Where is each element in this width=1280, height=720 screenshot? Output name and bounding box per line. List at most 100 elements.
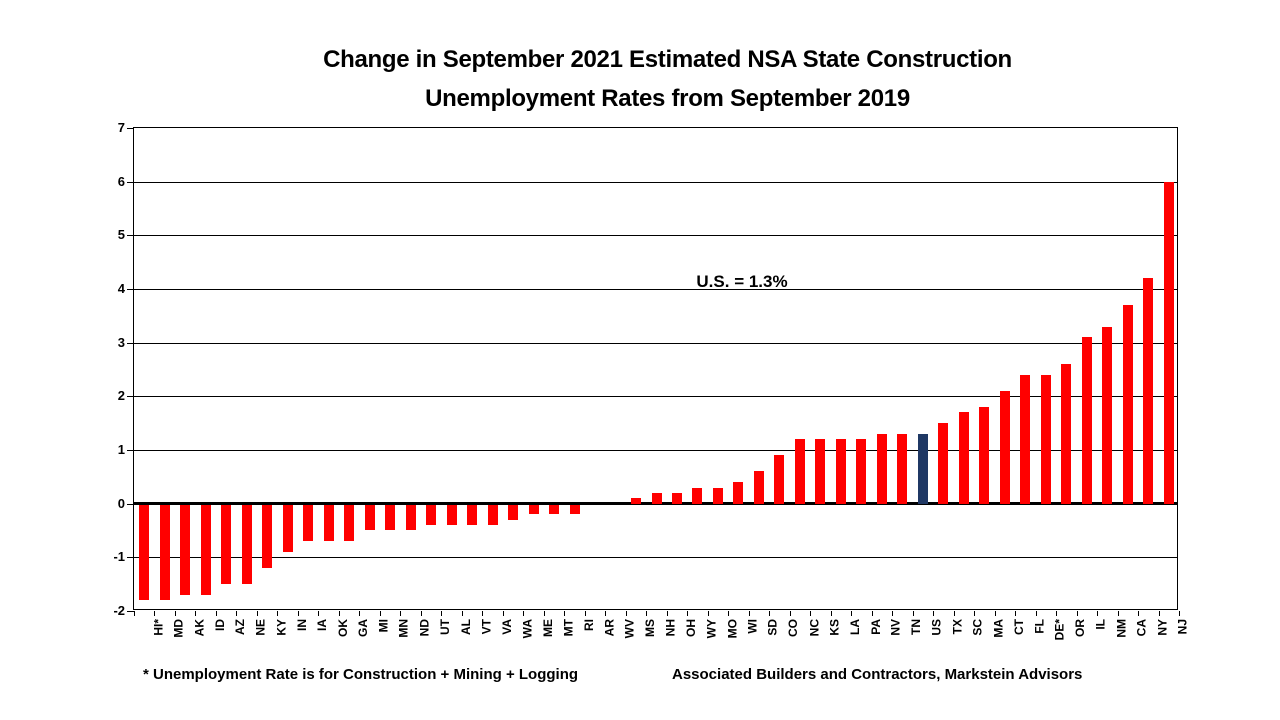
bar-MN (385, 505, 396, 531)
bar-KS (815, 439, 826, 504)
y-axis-tick-label: 0 (117, 495, 125, 511)
x-axis-label-text: VT (479, 619, 494, 635)
gridline-1 (134, 450, 1177, 451)
x-axis-tick (1076, 611, 1078, 616)
x-axis-label-text: PA (868, 619, 883, 635)
bar-ND (405, 505, 416, 531)
bar-HI (139, 505, 150, 601)
x-axis-tick (215, 611, 217, 616)
y-axis-tick (127, 181, 134, 183)
bar-RI (569, 505, 580, 515)
x-axis-tick (277, 611, 279, 616)
x-axis-tick (830, 611, 832, 616)
bar-MT (549, 505, 560, 515)
x-axis-tick (236, 611, 238, 616)
bar-IA (303, 505, 314, 542)
x-axis-label-text: RI (581, 619, 596, 631)
x-axis-tick (1097, 611, 1099, 616)
x-axis-label-text: MI (376, 619, 391, 633)
x-axis-label-text: MS (643, 619, 657, 637)
x-axis-label-text: MA (991, 619, 1006, 638)
x-axis-label-text: AZ (233, 619, 248, 635)
bar-NV (876, 433, 887, 504)
x-axis-tick (728, 611, 730, 616)
chart-title-line2: Unemployment Rates from September 2019 (425, 85, 910, 112)
x-axis-tick (174, 611, 176, 616)
x-axis-tick (482, 611, 484, 616)
bar-CT (999, 390, 1010, 504)
x-axis-label-text: MT (561, 619, 576, 637)
x-axis-tick (625, 611, 627, 616)
x-axis-tick (502, 611, 504, 616)
gridline-2 (134, 396, 1177, 398)
x-axis-tick (1138, 611, 1140, 616)
x-axis-label-text: WI (745, 619, 760, 634)
bar-FL (1020, 374, 1031, 504)
x-axis-label-text: CT (1011, 619, 1026, 635)
x-axis-tick (318, 611, 320, 616)
x-axis-tick (379, 611, 381, 616)
bar-IL (1081, 337, 1092, 504)
y-axis-tick (127, 128, 134, 129)
y-axis-tick (127, 450, 134, 451)
y-axis-tick (127, 557, 134, 559)
x-axis-tick (810, 611, 812, 616)
x-axis-label-text: NH (663, 619, 678, 637)
y-axis-tick-label: -1 (113, 549, 125, 565)
x-axis-label-text: NJ (1175, 619, 1190, 635)
x-axis-label-text: UT (438, 619, 453, 635)
bar-GA (344, 505, 355, 542)
bar-CO (774, 455, 785, 504)
bar-DE (1040, 374, 1051, 504)
x-axis-tick (769, 611, 771, 616)
x-axis-label-text: MO (724, 619, 739, 639)
bar-NJ (1163, 181, 1174, 504)
bar-WY (692, 487, 703, 504)
x-axis-tick (584, 611, 586, 616)
gridline--1 (134, 557, 1177, 559)
x-axis-label-text: WA (520, 619, 535, 639)
x-axis-label-text: US (929, 619, 944, 636)
x-axis-label-text: WV (622, 619, 637, 639)
bar-OR (1061, 364, 1072, 504)
bar-NE (241, 505, 252, 585)
x-axis-tick (912, 611, 914, 616)
x-axis-label-text: GA (356, 619, 371, 637)
x-axis-label-text: DE* (1052, 619, 1067, 641)
x-axis-label-text: AL (458, 619, 473, 635)
x-axis-tick (646, 611, 648, 616)
x-axis-tick (974, 611, 976, 616)
y-axis-tick-label: 6 (117, 173, 125, 189)
zero-gridline (134, 502, 1177, 506)
bar-UT (426, 505, 437, 526)
x-axis-label-text: OH (683, 619, 698, 637)
x-axis-tick (748, 611, 750, 616)
x-axis-label-text: NY (1155, 619, 1170, 636)
x-axis-tick (1179, 611, 1180, 616)
x-axis-tick (707, 611, 709, 616)
x-axis-label-text: AR (602, 619, 617, 637)
bar-AZ (221, 505, 232, 585)
bar-WI (733, 482, 744, 504)
x-axis-tick (359, 611, 361, 616)
gridline-3 (134, 342, 1177, 344)
y-axis-tick (127, 289, 134, 290)
gridline-6 (134, 181, 1177, 183)
x-axis-tick (1117, 611, 1119, 616)
bar-WA (508, 505, 519, 520)
x-axis-label-text: CA (1134, 619, 1149, 637)
chart-title-line1: Change in September 2021 Estimated NSA S… (323, 46, 1012, 73)
bar-NH (651, 492, 662, 504)
bar-PA (856, 439, 867, 504)
x-axis-tick (134, 611, 135, 616)
y-axis-tick (127, 342, 134, 344)
bar-IN (282, 505, 293, 552)
gridline-5 (134, 235, 1177, 237)
y-axis-tick-label: 7 (117, 120, 125, 135)
bar-NY (1143, 278, 1154, 504)
x-axis-label-text: FL (1032, 619, 1047, 634)
x-axis-label-text: SD (765, 619, 780, 636)
y-axis-tick (127, 396, 134, 398)
chart-title: Change in September 2021 Estimated NSA S… (55, 40, 1280, 118)
x-axis-label-text: OK (335, 619, 350, 637)
